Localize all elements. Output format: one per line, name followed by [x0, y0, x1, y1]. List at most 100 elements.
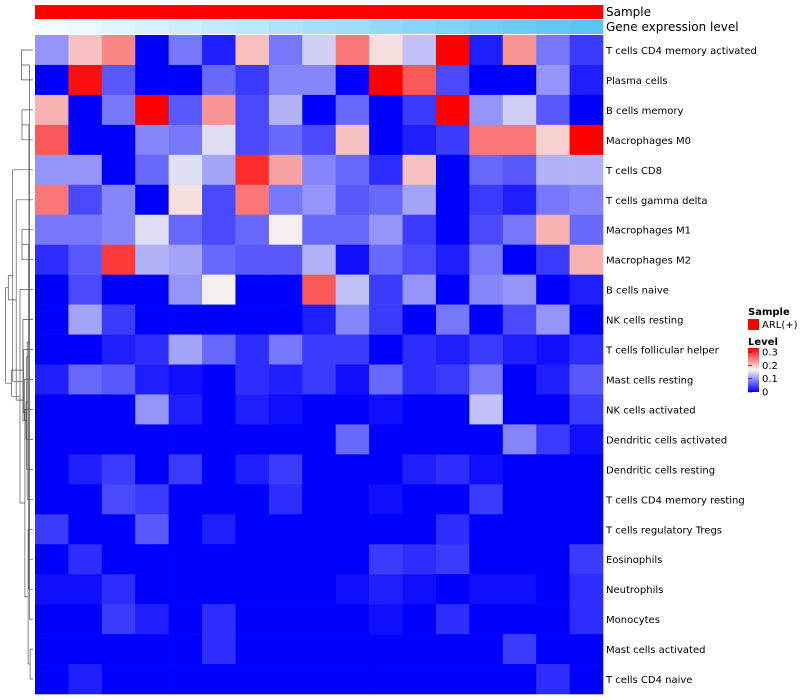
- heatmap-cell: [402, 604, 437, 635]
- heatmap-cell: [168, 514, 203, 545]
- heatmap-cell: [369, 394, 403, 425]
- heatmap-cell: [302, 244, 336, 275]
- heatmap-cell: [569, 514, 604, 545]
- heatmap-cell: [536, 394, 570, 425]
- row-label: Plasma cells: [606, 76, 668, 87]
- heatmap-cell: [268, 334, 303, 365]
- heatmap-cell: [168, 64, 203, 96]
- heatmap-cell: [569, 364, 604, 395]
- heatmap-cell: [502, 184, 537, 216]
- heatmap-cell: [135, 454, 169, 485]
- heatmap-cell: [235, 484, 270, 515]
- heatmap-cell: [235, 454, 270, 485]
- heatmap-cell: [335, 334, 370, 365]
- heatmap-cell: [268, 244, 303, 275]
- heatmap-cell: [35, 304, 69, 335]
- heatmap-cell: [502, 364, 537, 395]
- heatmap-cell: [35, 604, 69, 635]
- sample-annotation-cell: [235, 5, 270, 19]
- heatmap-cell: [268, 304, 303, 335]
- sample-annotation-cell: [101, 5, 136, 19]
- heatmap-cell: [101, 184, 136, 216]
- heatmap-cell: [68, 35, 103, 66]
- heatmap-cell: [202, 394, 236, 425]
- heatmap-cell: [435, 454, 470, 485]
- heatmap-cell: [35, 424, 69, 455]
- heatmap-cell: [569, 484, 604, 515]
- legend-tick-label: 0.1: [762, 374, 778, 385]
- heatmap-cell: [369, 64, 403, 96]
- annotation-label-expression: Gene expression level: [606, 20, 739, 34]
- row-label: T cells gamma delta: [605, 196, 707, 207]
- heatmap-cell: [569, 454, 604, 485]
- heatmap-cell: [435, 94, 470, 126]
- expression-annotation-cell: [402, 20, 437, 34]
- heatmap-cell: [536, 244, 570, 275]
- heatmap-cell: [435, 214, 470, 245]
- heatmap-cell: [68, 634, 103, 665]
- expression-annotation-cell: [202, 20, 236, 34]
- heatmap-cell: [202, 124, 236, 156]
- dendrogram-branch: [5, 287, 12, 384]
- heatmap-cell: [168, 454, 203, 485]
- heatmap-cell: [202, 154, 236, 186]
- sample-annotation-cell: [469, 5, 504, 19]
- heatmap-cell: [369, 424, 403, 455]
- heatmap-cell: [35, 664, 69, 695]
- heatmap-cell: [402, 574, 437, 605]
- heatmap-cell: [502, 544, 537, 575]
- heatmap-cell: [569, 35, 604, 66]
- heatmap-cell: [569, 394, 604, 425]
- heatmap-cell: [202, 484, 236, 515]
- heatmap-cell: [302, 124, 336, 156]
- heatmap-cell: [402, 214, 437, 245]
- heatmap-cell: [569, 424, 604, 455]
- heatmap-cell: [536, 304, 570, 335]
- heatmap-cell: [536, 424, 570, 455]
- heatmap-cell: [469, 124, 504, 156]
- dendrogram-branch: [11, 369, 23, 397]
- heatmap-cell: [68, 274, 103, 305]
- heatmap-cell: [101, 35, 136, 66]
- heatmap-cell: [502, 64, 537, 96]
- heatmap-cell: [402, 64, 437, 96]
- heatmap-cell: [302, 154, 336, 186]
- heatmap-cell: [469, 574, 504, 605]
- heatmap-cell: [35, 184, 69, 216]
- heatmap-cell: [268, 604, 303, 635]
- heatmap-cell: [469, 154, 504, 186]
- heatmap-cell: [502, 514, 537, 545]
- heatmap-cell: [369, 184, 403, 216]
- heatmap-cell: [536, 514, 570, 545]
- heatmap-cell: [335, 304, 370, 335]
- heatmap-cell: [68, 184, 103, 216]
- heatmap-cell: [402, 664, 437, 695]
- heatmap-cell: [536, 544, 570, 575]
- heatmap-cell: [335, 394, 370, 425]
- heatmap-cell: [168, 334, 203, 365]
- heatmap-cell: [469, 244, 504, 275]
- heatmap-cell: [35, 634, 69, 665]
- heatmap-cell: [101, 664, 136, 695]
- heatmap-cell: [101, 394, 136, 425]
- heatmap-cell: [268, 544, 303, 575]
- heatmap-cell: [101, 604, 136, 635]
- heatmap-cell: [402, 394, 437, 425]
- row-label: Monocytes: [606, 615, 660, 626]
- heatmap-cell: [402, 514, 437, 545]
- heatmap-cell: [335, 214, 370, 245]
- expression-annotation-bar: [35, 20, 604, 34]
- heatmap-cell: [235, 424, 270, 455]
- row-label: T cells CD4 memory activated: [605, 46, 757, 57]
- heatmap-cell: [235, 364, 270, 395]
- heatmap-cell: [569, 94, 604, 126]
- heatmap-cell: [168, 124, 203, 156]
- heatmap-cell: [569, 574, 604, 605]
- heatmap-cell: [502, 154, 537, 186]
- heatmap-cell: [369, 124, 403, 156]
- heatmap-cell: [569, 214, 604, 245]
- heatmap-cell: [536, 184, 570, 216]
- expression-annotation-cell: [35, 20, 69, 34]
- heatmap-cell: [268, 484, 303, 515]
- heatmap-cell: [168, 484, 203, 515]
